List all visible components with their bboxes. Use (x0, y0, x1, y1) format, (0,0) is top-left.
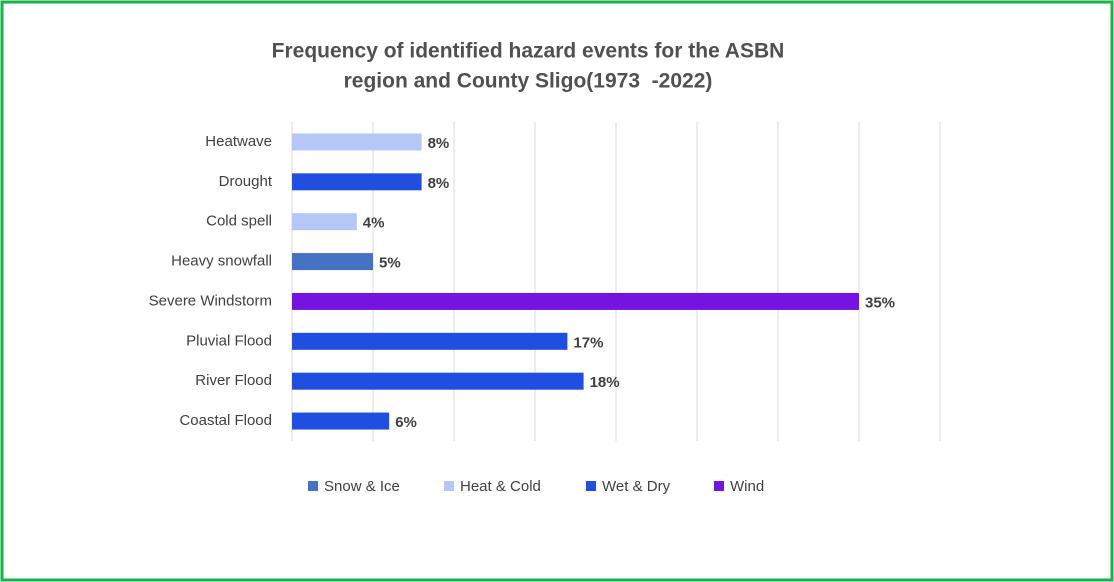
bar (292, 133, 422, 151)
y-tick-label: Severe Windstorm (149, 292, 272, 309)
bar (292, 332, 568, 350)
bar (292, 412, 390, 430)
data-label: 6% (395, 414, 417, 431)
y-tick-label: Heatwave (205, 133, 272, 150)
data-label: 35% (865, 294, 895, 311)
legend-swatch (586, 481, 596, 491)
legend-label: Heat & Cold (460, 478, 541, 495)
bar (292, 173, 422, 191)
y-tick-label: Pluvial Flood (186, 332, 272, 349)
legend-label: Wind (730, 478, 764, 495)
y-tick-label: Cold spell (206, 213, 272, 230)
legend-swatch (308, 481, 318, 491)
chart-title: region and County Sligo(1973 -2022) (344, 70, 713, 93)
data-label: 8% (428, 175, 450, 192)
y-tick-label: River Flood (195, 372, 272, 389)
chart-title: Frequency of identified hazard events fo… (272, 40, 785, 63)
legend-label: Wet & Dry (602, 478, 671, 495)
bar (292, 213, 357, 231)
legend-swatch (714, 481, 724, 491)
bar (292, 253, 373, 271)
y-tick-label: Coastal Flood (179, 412, 272, 429)
data-label: 8% (428, 135, 450, 152)
legend-swatch (444, 481, 454, 491)
legend-label: Snow & Ice (324, 478, 400, 495)
data-label: 4% (363, 215, 385, 232)
bar (292, 292, 859, 310)
data-label: 17% (573, 334, 603, 351)
bar (292, 372, 584, 390)
y-tick-label: Heavy snowfall (171, 253, 272, 270)
data-label: 5% (379, 255, 401, 272)
data-label: 18% (590, 374, 620, 391)
y-tick-label: Drought (219, 173, 273, 190)
